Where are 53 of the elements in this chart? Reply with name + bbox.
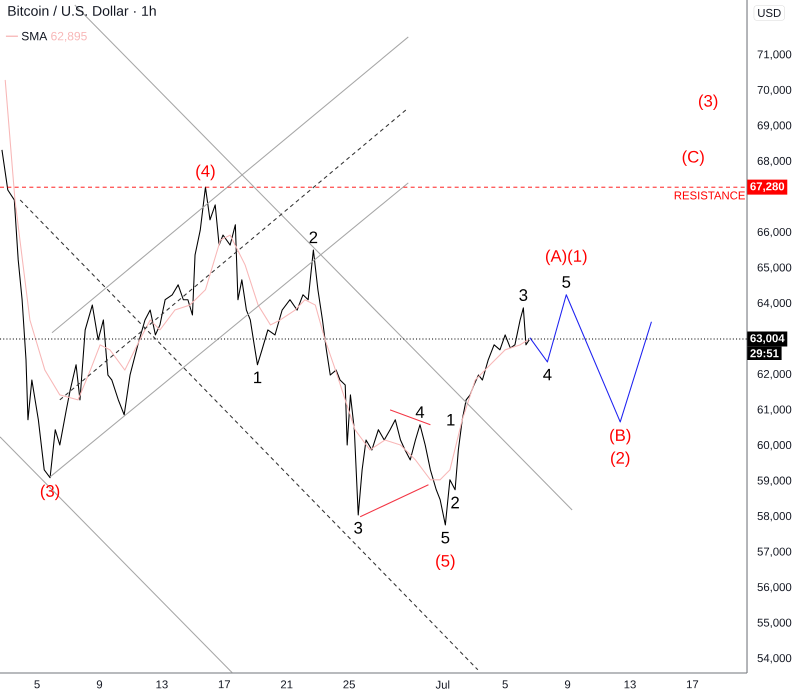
annotation: 5 xyxy=(562,276,570,288)
y-tick-label: 66,000 xyxy=(758,228,792,238)
annotation: 2 xyxy=(310,231,318,244)
annotation: (3) xyxy=(699,94,718,110)
annotation: (5) xyxy=(436,554,454,570)
y-tick-label: 55,000 xyxy=(758,618,792,628)
y-tick-label: 61,000 xyxy=(758,406,792,415)
annotation: (2) xyxy=(611,452,630,468)
annotation: 5 xyxy=(441,532,450,544)
x-tick-label: 17 xyxy=(218,680,230,688)
y-tick-label: 54,000 xyxy=(758,654,792,664)
y-tick-label: 62,000 xyxy=(758,370,792,380)
x-tick-label: 9 xyxy=(96,680,102,688)
y-tick-label: 65,000 xyxy=(758,263,792,273)
annotation: 3 xyxy=(519,289,528,301)
x-tick-label: 21 xyxy=(280,680,292,688)
ref-line-label: 67,280 xyxy=(750,182,784,192)
annotation: (4) xyxy=(196,164,215,180)
x-tick-label: 5 xyxy=(34,680,40,688)
y-axis-title: USD xyxy=(758,8,781,17)
y-tick-label: 68,000 xyxy=(758,156,792,166)
chart-title: Bitcoin / U.S. Dollar · 1h xyxy=(8,6,156,16)
y-tick-label: 60,000 xyxy=(758,441,792,450)
y-tick-label: 70,000 xyxy=(758,86,792,96)
text: 29:51 xyxy=(750,349,779,358)
legend-label: SMA xyxy=(22,32,48,40)
x-tick-label: Jul xyxy=(436,680,450,689)
annotation: (C) xyxy=(682,150,704,166)
annotation: (A)(1) xyxy=(546,250,587,266)
annotation: 2 xyxy=(451,496,459,508)
x-tick-label: 17 xyxy=(686,680,698,688)
x-tick-label: 9 xyxy=(564,680,570,688)
annotation: 1 xyxy=(447,414,454,426)
annotation: RESISTANCE xyxy=(674,191,745,200)
x-tick-label: 25 xyxy=(343,680,355,688)
y-tick-label: 57,000 xyxy=(758,548,792,557)
annotation: 3 xyxy=(354,522,362,534)
x-tick-label: 13 xyxy=(624,680,636,688)
x-tick-label: 5 xyxy=(502,680,508,688)
annotation: (3) xyxy=(40,484,60,500)
ref-line-label: 63,004 xyxy=(750,334,785,344)
y-tick-label: 56,000 xyxy=(758,583,792,592)
y-tick-label: 59,000 xyxy=(758,476,792,486)
x-tick-label: 13 xyxy=(156,680,168,688)
annotation: 62,895 xyxy=(51,32,87,42)
y-tick-label: 58,000 xyxy=(758,512,792,522)
y-tick-label: 69,000 xyxy=(758,121,792,131)
annotation: (B) xyxy=(610,428,630,444)
y-tick-label: 71,000 xyxy=(758,50,792,60)
annotation: 4 xyxy=(416,406,424,418)
annotation: 1 xyxy=(254,372,262,384)
annotation: 4 xyxy=(543,368,552,380)
y-tick-label: 64,000 xyxy=(758,298,792,308)
